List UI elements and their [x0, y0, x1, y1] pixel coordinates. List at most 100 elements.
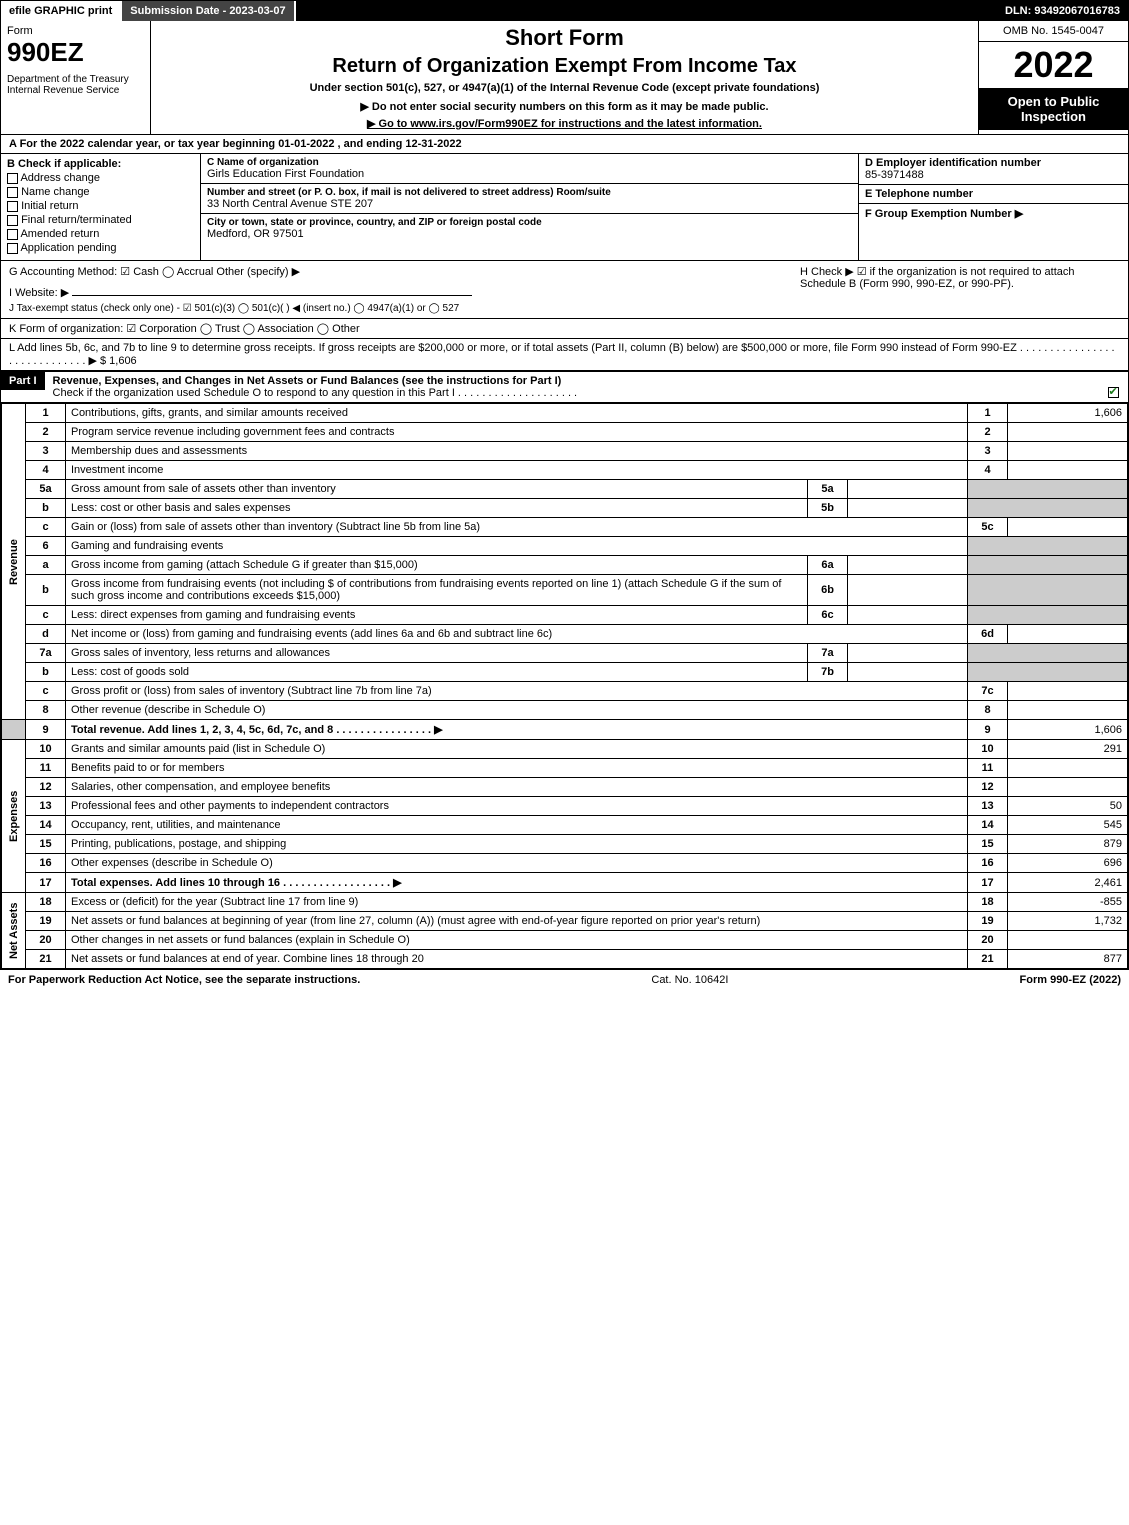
line-1-no: 1 [26, 404, 66, 423]
line-9-desc: Total revenue. Add lines 1, 2, 3, 4, 5c,… [66, 720, 968, 740]
line-19-desc: Net assets or fund balances at beginning… [66, 912, 968, 931]
line-8-desc: Other revenue (describe in Schedule O) [66, 701, 968, 720]
shade-7b [968, 663, 1128, 682]
line-8-no: 8 [26, 701, 66, 720]
line-18-no: 18 [26, 893, 66, 912]
box-k: K Form of organization: ☑ Corporation ◯ … [1, 319, 1128, 339]
line-1-amt: 1,606 [1008, 404, 1128, 423]
header-center: Short Form Return of Organization Exempt… [151, 21, 978, 134]
line-15-no: 15 [26, 835, 66, 854]
goto-link[interactable]: ▶ Go to www.irs.gov/Form990EZ for instru… [157, 117, 972, 130]
box-h: H Check ▶ ☑ if the organization is not r… [800, 265, 1120, 314]
box-g: G Accounting Method: ☑ Cash ◯ Accrual Ot… [9, 265, 800, 278]
line-6d-box: 6d [968, 625, 1008, 644]
chk-amended[interactable]: Amended return [7, 228, 194, 240]
line-17-desc: Total expenses. Add lines 10 through 16 … [66, 873, 968, 893]
line-21-box: 21 [968, 950, 1008, 969]
line-16-no: 16 [26, 854, 66, 873]
dept-label: Department of the Treasury Internal Reve… [7, 74, 144, 96]
line-11-desc: Benefits paid to or for members [66, 759, 968, 778]
line-10-box: 10 [968, 740, 1008, 759]
chk-name[interactable]: Name change [7, 186, 194, 198]
line-5a-box: 5a [808, 480, 848, 499]
line-4-desc: Investment income [66, 461, 968, 480]
line-10-amt: 291 [1008, 740, 1128, 759]
line-5c-desc: Gain or (loss) from sale of assets other… [66, 518, 968, 537]
line-5c-box: 5c [968, 518, 1008, 537]
line-12-no: 12 [26, 778, 66, 797]
box-def: D Employer identification number 85-3971… [858, 154, 1128, 260]
chk-final[interactable]: Final return/terminated [7, 214, 194, 226]
box-c: C Name of organization Girls Education F… [201, 154, 858, 260]
line-7c-no: c [26, 682, 66, 701]
line-3-box: 3 [968, 442, 1008, 461]
ein-label: D Employer identification number [865, 157, 1122, 169]
line-5a-desc: Gross amount from sale of assets other t… [66, 480, 808, 499]
form-container: efile GRAPHIC print Submission Date - 20… [0, 0, 1129, 970]
chk-address[interactable]: Address change [7, 172, 194, 184]
part1-checkbox[interactable] [1098, 372, 1128, 398]
group-label: F Group Exemption Number ▶ [865, 207, 1122, 220]
city: Medford, OR 97501 [207, 228, 852, 240]
footer-left: For Paperwork Reduction Act Notice, see … [8, 974, 360, 986]
line-17-no: 17 [26, 873, 66, 893]
sidebar-expenses: Expenses [2, 740, 26, 893]
line-5b-box: 5b [808, 499, 848, 518]
line-6b-no: b [26, 575, 66, 606]
line-6c-desc: Less: direct expenses from gaming and fu… [66, 606, 808, 625]
footer: For Paperwork Reduction Act Notice, see … [0, 970, 1129, 990]
tax-year: 2022 [979, 42, 1128, 88]
line-12-box: 12 [968, 778, 1008, 797]
under-section: Under section 501(c), 527, or 4947(a)(1)… [157, 82, 972, 94]
chk-pending[interactable]: Application pending [7, 242, 194, 254]
line-3-amt [1008, 442, 1128, 461]
line-6a-amt [848, 556, 968, 575]
shade-5b [968, 499, 1128, 518]
shade-6b [968, 575, 1128, 606]
chk-initial[interactable]: Initial return [7, 200, 194, 212]
form-label: Form [7, 25, 144, 37]
part1-header: Part I Revenue, Expenses, and Changes in… [1, 371, 1128, 403]
line-7b-desc: Less: cost of goods sold [66, 663, 808, 682]
line-5b-amt [848, 499, 968, 518]
line-15-amt: 879 [1008, 835, 1128, 854]
line-12-amt [1008, 778, 1128, 797]
line-16-desc: Other expenses (describe in Schedule O) [66, 854, 968, 873]
line-3-desc: Membership dues and assessments [66, 442, 968, 461]
line-17-box: 17 [968, 873, 1008, 893]
line-7c-desc: Gross profit or (loss) from sales of inv… [66, 682, 968, 701]
efile-label: efile GRAPHIC print [1, 1, 122, 21]
line-7a-desc: Gross sales of inventory, less returns a… [66, 644, 808, 663]
box-b: B Check if applicable: Address change Na… [1, 154, 201, 260]
line-19-amt: 1,732 [1008, 912, 1128, 931]
header-right: OMB No. 1545-0047 2022 Open to Public In… [978, 21, 1128, 134]
line-4-box: 4 [968, 461, 1008, 480]
line-11-amt [1008, 759, 1128, 778]
line-7b-box: 7b [808, 663, 848, 682]
ein: 85-3971488 [865, 169, 1122, 181]
line-2-box: 2 [968, 423, 1008, 442]
line-6a-desc: Gross income from gaming (attach Schedul… [66, 556, 808, 575]
box-i: I Website: ▶ [9, 286, 800, 299]
line-5a-no: 5a [26, 480, 66, 499]
line-6b-amt [848, 575, 968, 606]
line-7a-box: 7a [808, 644, 848, 663]
shade-6c [968, 606, 1128, 625]
line-9-box: 9 [968, 720, 1008, 740]
line-21-desc: Net assets or fund balances at end of ye… [66, 950, 968, 969]
line-14-box: 14 [968, 816, 1008, 835]
line-11-no: 11 [26, 759, 66, 778]
line-20-desc: Other changes in net assets or fund bala… [66, 931, 968, 950]
line-13-no: 13 [26, 797, 66, 816]
line-5c-amt [1008, 518, 1128, 537]
line-6c-amt [848, 606, 968, 625]
line-5c-no: c [26, 518, 66, 537]
tel-label: E Telephone number [865, 188, 1122, 200]
line-7a-amt [848, 644, 968, 663]
line-6d-amt [1008, 625, 1128, 644]
line-9-no: 9 [26, 720, 66, 740]
box-l: L Add lines 5b, 6c, and 7b to line 9 to … [1, 339, 1128, 371]
line-7c-amt [1008, 682, 1128, 701]
sidebar-revenue: Revenue [2, 404, 26, 720]
line-5b-desc: Less: cost or other basis and sales expe… [66, 499, 808, 518]
